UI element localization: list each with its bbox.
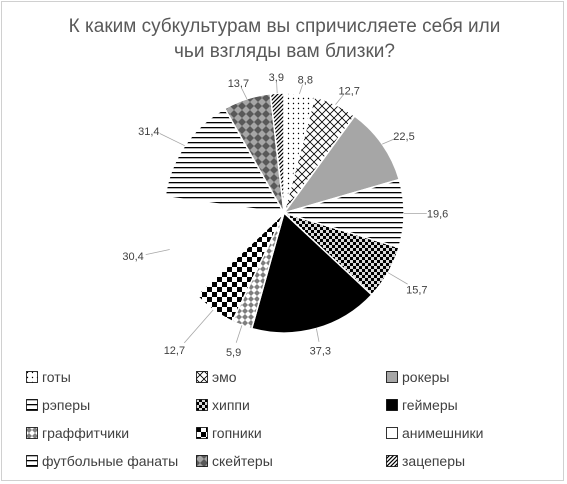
leader-line-8 [183, 309, 214, 344]
legend-label-5: хиппи [212, 397, 250, 413]
leader-line-1 [299, 84, 303, 95]
data-label-2: 12,7 [338, 85, 359, 97]
legend-entry-10: футбольные фанаты [26, 452, 178, 470]
legend-entry-11: скейтеры [196, 452, 273, 470]
pie-slice-3 [282, 114, 401, 215]
leader-line-3 [382, 138, 396, 145]
leader-line-9 [145, 249, 170, 255]
legend-swatch-2 [196, 371, 208, 383]
chart-title: К каким субкультурам вы спричисляете себ… [68, 16, 501, 62]
legend-label-8: гопники [212, 425, 262, 441]
legend-label-9: анимешники [402, 425, 484, 441]
data-label-5: 15,7 [406, 285, 427, 297]
legend-swatch-12 [386, 455, 398, 467]
legend-entry-5: хиппи [196, 396, 250, 414]
leader-line-5 [387, 272, 408, 285]
legend-swatch-9 [386, 427, 398, 439]
data-label-12: 3,9 [269, 72, 284, 84]
legend-swatch-1 [26, 371, 38, 383]
data-label-9: 30,4 [122, 251, 143, 263]
data-label-6: 37,3 [310, 345, 331, 357]
legend-label-11: скейтеры [212, 453, 273, 469]
data-label-1: 8,8 [298, 75, 313, 87]
legend-entry-2: эмо [196, 368, 237, 386]
legend-entry-4: рэперы [26, 396, 90, 414]
leader-line-11 [241, 88, 248, 100]
leader-line-12 [276, 82, 278, 94]
leader-line-10 [159, 133, 185, 147]
legend-label-4: рэперы [42, 397, 91, 413]
legend-label-12: зацеперы [402, 453, 466, 469]
legend-entry-8: гопники [196, 424, 262, 442]
legend-swatch-8 [196, 427, 208, 439]
legend-entry-1: готы [26, 368, 71, 386]
leader-line-2 [335, 93, 345, 105]
pie-chart: 8,8 12,7 22,5 19,6 15,7 37,3 5,9 12,7 30,4 31,4 13… [122, 72, 448, 359]
legend-swatch-3 [386, 371, 398, 383]
data-label-11: 13,7 [228, 78, 249, 90]
legend-entry-3: рокеры [386, 368, 450, 386]
legend-label-2: эмо [212, 369, 237, 385]
legend-label-6: геймеры [402, 397, 458, 413]
leader-line-7 [235, 325, 243, 343]
data-label-10: 31,4 [138, 126, 159, 138]
legend-entry-12: зацеперы [386, 452, 465, 470]
data-label-3: 22,5 [393, 131, 414, 143]
leader-line-6 [316, 328, 320, 342]
legend-entry-6: геймеры [386, 396, 458, 414]
legend-swatch-5 [196, 399, 208, 411]
legend-label-10: футбольные фанаты [42, 453, 179, 469]
data-label-8: 12,7 [164, 345, 185, 357]
pie-slice-6 [250, 211, 373, 334]
legend-swatch-11 [196, 455, 208, 467]
legend-label-7: граффитчики [42, 425, 130, 441]
legend-entry-9: анимешники [386, 424, 483, 442]
legend-label-3: рокеры [402, 369, 450, 385]
legend-entry-7: граффитчики [26, 424, 129, 442]
legend-swatch-4 [26, 399, 38, 411]
data-label-4: 19,6 [427, 209, 448, 221]
legend-label-1: готы [42, 369, 71, 385]
legend-swatch-6 [386, 399, 398, 411]
pie-slice-10 [164, 107, 286, 214]
chart-legend: готы эмо рокеры рэперы хиппи геймеры граффитчи… [26, 366, 546, 478]
legend-swatch-7 [26, 427, 38, 439]
legend-swatch-10 [26, 455, 38, 467]
data-label-7: 5,9 [226, 347, 241, 359]
